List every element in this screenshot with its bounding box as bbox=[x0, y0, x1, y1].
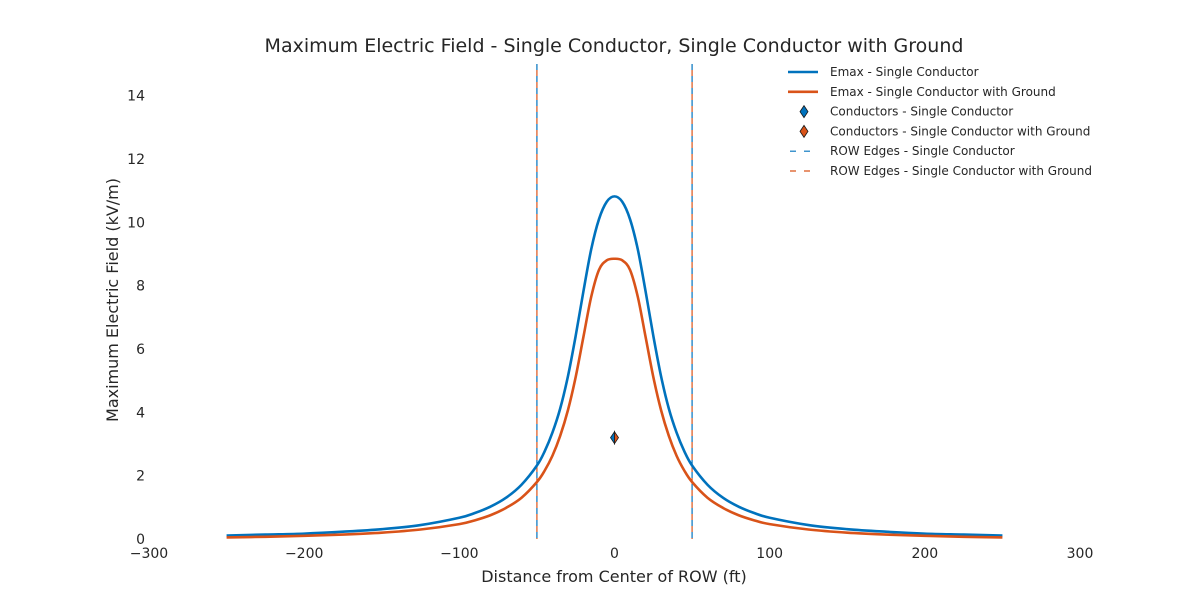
x-tick-label: −200 bbox=[285, 546, 323, 562]
y-tick-label: 10 bbox=[127, 215, 145, 231]
x-tick-label: −300 bbox=[130, 546, 168, 562]
legend-label: Conductors - Single Conductor bbox=[830, 105, 1013, 119]
conductor-markers bbox=[610, 430, 619, 445]
row-edge-lines bbox=[536, 64, 693, 539]
x-axis-label: Distance from Center of ROW (ft) bbox=[481, 567, 747, 586]
x-tick-label: 0 bbox=[610, 546, 619, 562]
legend-label: ROW Edges - Single Conductor with Ground bbox=[830, 164, 1092, 178]
y-tick-label: 8 bbox=[136, 279, 145, 295]
conductor-marker bbox=[614, 430, 619, 445]
y-axis-ticks: 0 2 4 6 8 10 12 14 bbox=[127, 89, 145, 548]
legend-diamond-swatch bbox=[799, 104, 809, 119]
series-line bbox=[226, 257, 1003, 539]
y-tick-label: 0 bbox=[136, 532, 145, 548]
x-tick-label: −100 bbox=[440, 546, 478, 562]
legend: Emax - Single Conductor Emax - Single Con… bbox=[788, 65, 1092, 178]
y-tick-label: 12 bbox=[127, 152, 145, 168]
y-tick-label: 2 bbox=[136, 469, 145, 485]
x-axis-ticks: −300 −200 −100 0 100 200 300 bbox=[130, 546, 1094, 562]
chart-title: Maximum Electric Field - Single Conducto… bbox=[265, 35, 964, 57]
y-tick-label: 4 bbox=[136, 405, 145, 421]
legend-label: ROW Edges - Single Conductor bbox=[830, 144, 1015, 158]
y-tick-label: 6 bbox=[136, 342, 145, 358]
legend-label: Emax - Single Conductor bbox=[830, 65, 979, 79]
x-tick-label: 200 bbox=[911, 546, 938, 562]
y-tick-label: 14 bbox=[127, 89, 145, 105]
legend-diamond-swatch bbox=[799, 124, 809, 139]
conductor-marker bbox=[610, 430, 615, 445]
legend-label: Conductors - Single Conductor with Groun… bbox=[830, 124, 1090, 138]
series-lines bbox=[226, 195, 1003, 539]
legend-label: Emax - Single Conductor with Ground bbox=[830, 85, 1056, 99]
x-tick-label: 300 bbox=[1067, 546, 1094, 562]
y-axis-label: Maximum Electric Field (kV/m) bbox=[103, 178, 122, 422]
x-tick-label: 100 bbox=[756, 546, 783, 562]
series-line bbox=[226, 195, 1003, 537]
